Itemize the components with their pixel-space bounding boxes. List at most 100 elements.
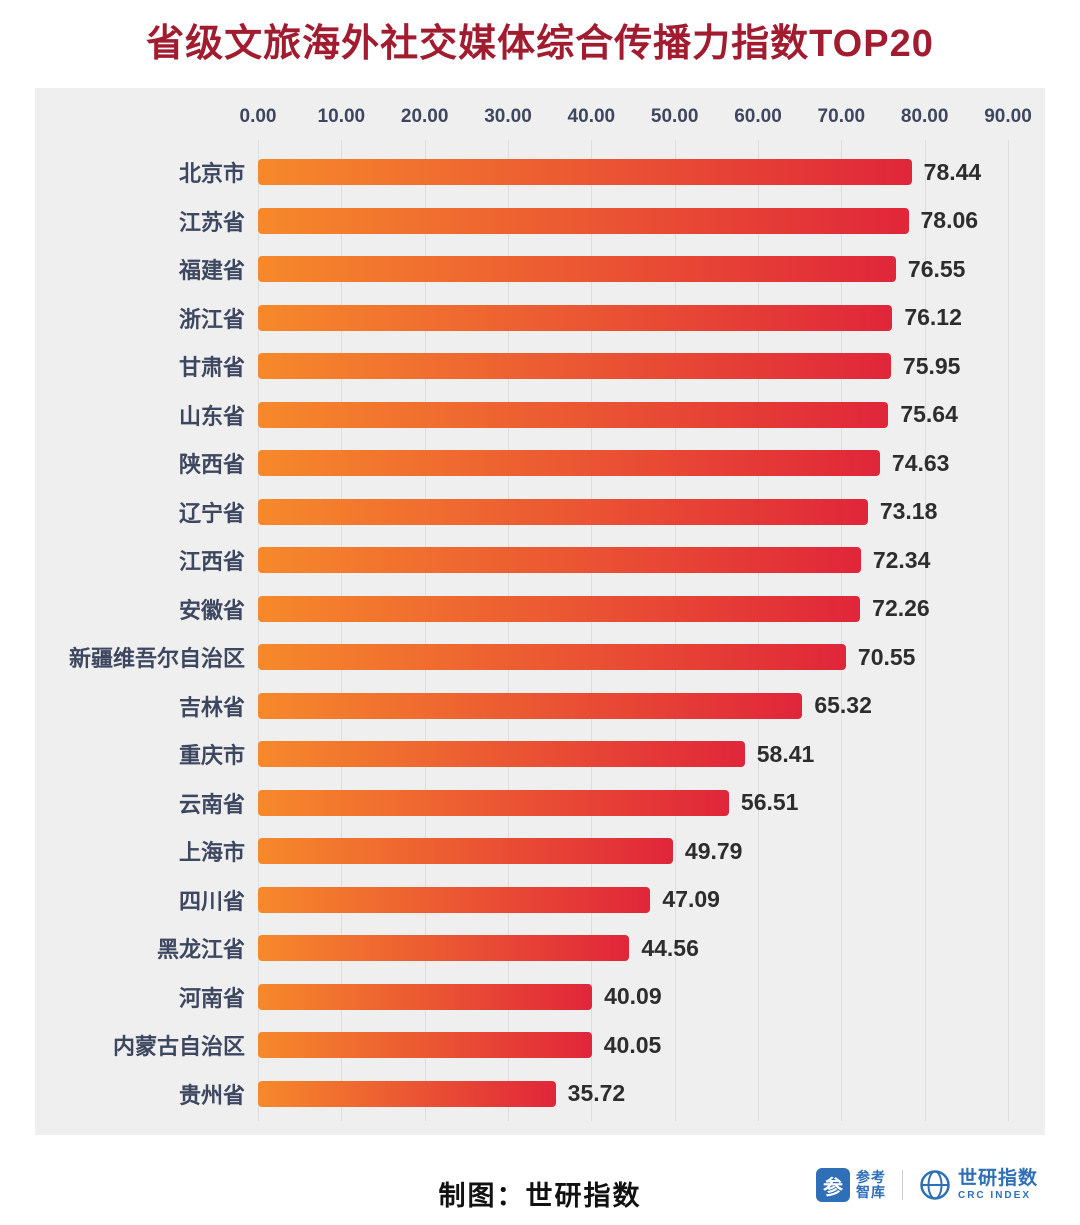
bar-track: 44.56 <box>258 935 1018 962</box>
gridlines <box>258 140 1009 1121</box>
x-tick-label: 20.00 <box>400 106 449 127</box>
category-label: 云南省 <box>178 791 245 817</box>
bar-track: 78.06 <box>258 207 1018 234</box>
gridline <box>674 140 676 1121</box>
x-tick-label: 70.00 <box>817 106 866 127</box>
bar-track: 65.32 <box>258 692 1018 719</box>
category-label: 黑龙江省 <box>156 937 245 963</box>
bar-row: 河南省 40.09 <box>35 973 1045 1022</box>
value-label: 35.72 <box>567 1080 626 1107</box>
bar <box>258 450 880 477</box>
value-label: 78.44 <box>923 158 982 185</box>
cankao-zhiku-logo: 参 参考 智库 <box>815 1168 886 1202</box>
bar-track: 78.44 <box>258 159 1018 186</box>
bar <box>258 741 745 768</box>
bar-row: 重庆市 58.41 <box>35 730 1045 779</box>
x-tick-label: 40.00 <box>567 106 616 127</box>
crc-index-sub: CRC INDEX <box>957 1189 1031 1201</box>
bar-track: 75.64 <box>258 401 1018 428</box>
page-title: 省级文旅海外社交媒体综合传播力指数TOP20 <box>146 23 934 65</box>
category-label: 江苏省 <box>178 209 245 235</box>
bar <box>258 159 912 186</box>
bar-track: 76.12 <box>258 304 1018 331</box>
value-label: 75.95 <box>902 352 961 379</box>
value-label: 72.34 <box>872 546 931 573</box>
gridline <box>424 140 426 1121</box>
value-label: 49.79 <box>684 837 743 864</box>
bar-row: 上海市 49.79 <box>35 827 1045 876</box>
bar-rows: 北京市 78.44 江苏省 78.06 福建省 76.55 浙江省 76.12 甘肃省 75.95… <box>35 148 1045 1118</box>
category-label: 安徽省 <box>178 597 245 623</box>
gridline <box>258 140 259 1121</box>
x-tick-label: 90.00 <box>984 106 1032 127</box>
gridline <box>508 140 509 1121</box>
x-tick-label: 0.00 <box>239 106 277 127</box>
bar <box>258 838 673 865</box>
value-label: 76.55 <box>907 255 966 282</box>
category-label: 北京市 <box>178 161 245 187</box>
category-label: 重庆市 <box>178 743 245 769</box>
bar <box>258 401 889 428</box>
logo-divider <box>901 1170 903 1200</box>
value-label: 78.06 <box>920 207 979 234</box>
bar-track: 47.09 <box>258 886 1018 913</box>
category-label: 辽宁省 <box>178 500 245 526</box>
bar <box>258 935 630 962</box>
bar <box>258 692 803 719</box>
bar <box>258 498 868 525</box>
bar-track: 72.26 <box>258 595 1018 622</box>
bar <box>258 256 896 283</box>
cankao-zhiku-icon: 参 <box>815 1168 850 1202</box>
bar-row: 北京市 78.44 <box>35 148 1045 197</box>
value-label: 47.09 <box>662 886 720 913</box>
category-label: 吉林省 <box>178 694 245 720</box>
category-label: 甘肃省 <box>178 355 245 381</box>
value-label: 72.26 <box>872 595 930 622</box>
x-tick-label: 80.00 <box>900 106 949 127</box>
bar-row: 福建省 76.55 <box>35 245 1045 294</box>
bar-track: 49.79 <box>258 838 1018 865</box>
bar-row: 安徽省 72.26 <box>35 585 1045 634</box>
bar-row: 浙江省 76.12 <box>35 294 1045 343</box>
category-label: 陕西省 <box>178 452 245 478</box>
bar-track: 75.95 <box>258 353 1018 380</box>
category-label: 内蒙古自治区 <box>112 1034 245 1060</box>
gridline <box>758 140 759 1121</box>
gridline <box>591 140 593 1121</box>
category-label: 山东省 <box>178 403 245 429</box>
bar-track: 73.18 <box>258 498 1018 525</box>
bar <box>258 547 861 574</box>
x-axis-ticks: 0.00 10.00 20.00 30.00 40.00 50.00 60.00 70.00 8… <box>240 106 1032 130</box>
value-label: 40.05 <box>603 1031 662 1058</box>
bar-track: 70.55 <box>258 644 1018 671</box>
bar-row: 云南省 56.51 <box>35 779 1045 828</box>
bar-row: 吉林省 65.32 <box>35 682 1045 731</box>
bar <box>258 644 846 671</box>
gridline <box>341 140 343 1121</box>
value-label: 56.51 <box>740 789 799 816</box>
bar <box>258 595 861 622</box>
bar <box>258 1032 592 1059</box>
bar-track: 76.55 <box>258 256 1018 283</box>
bar-row: 内蒙古自治区 40.05 <box>35 1021 1045 1070</box>
value-label: 73.18 <box>879 498 938 525</box>
x-tick-label: 60.00 <box>734 106 782 127</box>
bar-track: 40.09 <box>258 983 1018 1010</box>
bar <box>258 1080 556 1107</box>
globe-icon <box>920 1170 950 1200</box>
value-label: 44.56 <box>641 934 699 961</box>
bar <box>258 789 729 816</box>
bar <box>258 886 651 913</box>
bar-row: 甘肃省 75.95 <box>35 342 1045 391</box>
bar-row: 黑龙江省 44.56 <box>35 924 1045 973</box>
x-tick-label: 30.00 <box>484 106 532 127</box>
bar-track: 35.72 <box>258 1080 1018 1107</box>
value-label: 40.09 <box>604 983 662 1010</box>
chart-panel: 0.00 10.00 20.00 30.00 40.00 50.00 60.00 70.00 8… <box>35 88 1045 1135</box>
value-label: 76.12 <box>904 304 962 331</box>
category-label: 四川省 <box>178 888 245 914</box>
x-tick-label: 50.00 <box>650 106 699 127</box>
category-label: 福建省 <box>178 258 245 284</box>
value-label: 75.64 <box>900 401 958 428</box>
category-label: 新疆维吾尔自治区 <box>68 646 245 672</box>
